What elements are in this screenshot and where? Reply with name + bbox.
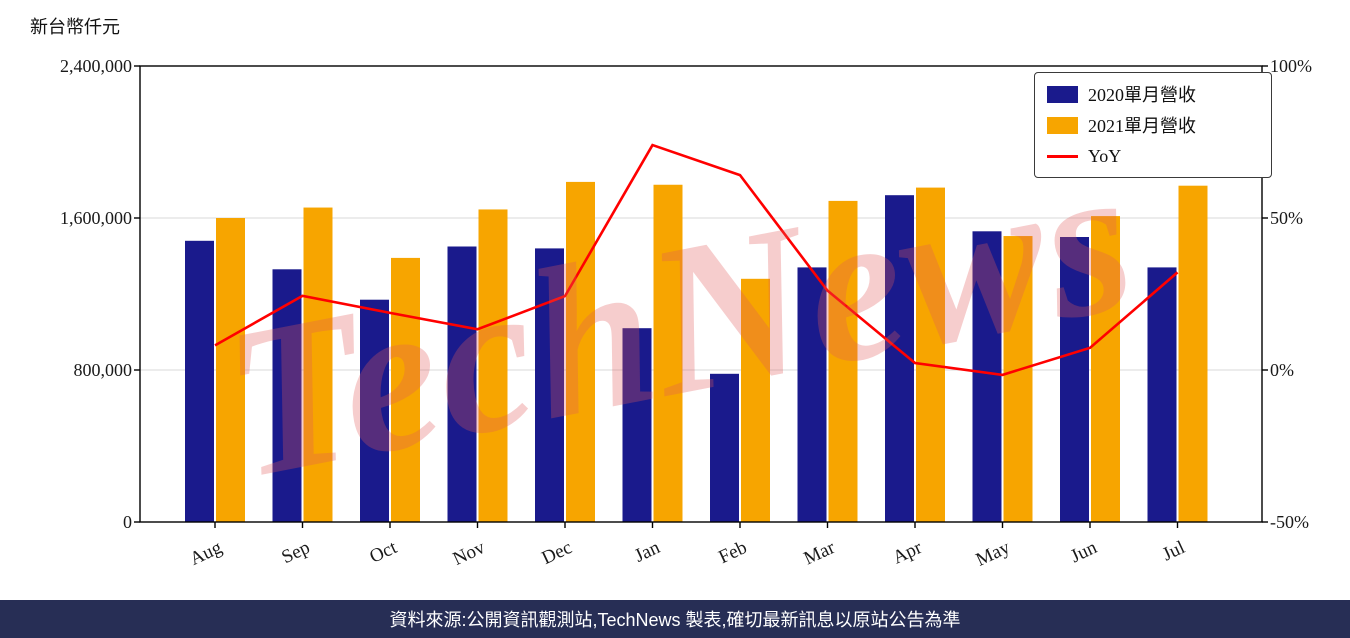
bar-2021單月營收-Jan [653,184,683,522]
bar-2020單月營收-May [972,231,1002,523]
bar-2020單月營收-Mar [797,267,827,522]
y-axis-left-tick: 800,000 [73,360,133,380]
y-axis-right-tick: 0% [1270,360,1294,380]
bar-2020單月營收-Oct [360,299,389,522]
yoy-line [214,143,1179,377]
y-axis-left-tick: 2,400,000 [60,56,132,76]
bar-2021單月營收-Oct [391,257,420,522]
legend-label: 2020單月營收 [1088,85,1196,105]
legend-item-YoY: YoY [1047,145,1259,167]
bar-2020單月營收-Dec [535,248,564,522]
y-axis-right-tick: 100% [1270,56,1312,76]
y-axis-left-tick: 1,600,000 [60,208,132,228]
bar-2021單月營收-Feb [741,278,770,522]
legend: 2020單月營收 2021單月營收 YoY [1034,72,1272,178]
bar-2021單月營收-Jul [1178,185,1208,522]
footer-text: 資料來源:公開資訊觀測站,TechNews 製表,確切最新訊息以原站公告為準 [389,610,961,630]
y-axis-right-tick: 50% [1270,208,1303,228]
bar-2020單月營收-Jan [622,328,652,522]
bar-2021單月營收-Nov [478,209,508,522]
y-axis-left-tick: 0 [123,512,132,532]
legend-label: YoY [1088,145,1122,166]
bar-2021單月營收-Mar [828,200,858,522]
plot-border [139,65,1263,523]
chart-plot [134,65,1268,528]
legend-color-swatch [1047,116,1078,134]
legend-color-swatch [1047,85,1078,103]
bar-2020單月營收-Aug [185,240,214,523]
bar-2020單月營收-Feb [710,373,739,522]
y-axis-title: 新台幣仟元 [30,17,120,37]
bar-2020單月營收-Jul [1147,267,1177,522]
footer-bar: 資料來源:公開資訊觀測站,TechNews 製表,確切最新訊息以原站公告為準 [0,600,1350,638]
bar-2021單月營收-Sep [303,207,333,523]
y-axis-right-tick: -50% [1270,512,1309,532]
bar-2021單月營收-May [1003,236,1033,523]
legend-item-2020單月營收: 2020單月營收 [1047,83,1259,105]
bar-2020單月營收-Nov [447,246,477,522]
bar-2020單月營收-Jun [1060,237,1089,522]
bar-2020單月營收-Sep [272,269,302,522]
bar-2021單月營收-Jun [1091,216,1120,522]
legend-label: 2021單月營收 [1088,116,1196,136]
bar-2021單月營收-Aug [216,218,245,522]
bar-2021單月營收-Apr [916,187,945,522]
bar-2021單月營收-Dec [566,181,595,522]
legend-item-2021單月營收: 2021單月營收 [1047,114,1259,136]
legend-line-swatch [1047,154,1078,158]
